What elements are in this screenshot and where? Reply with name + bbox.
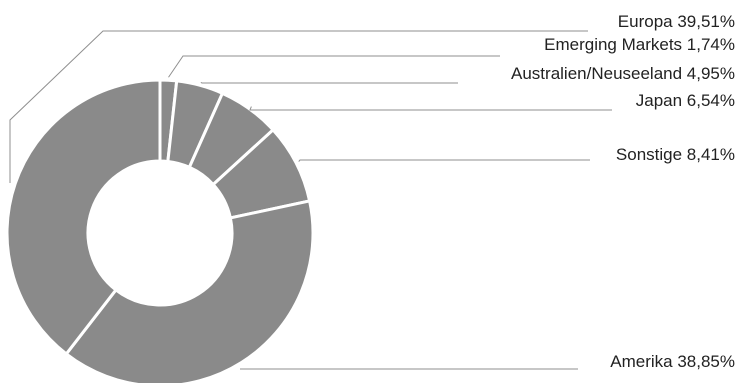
label-amerika: Amerika 38,85% xyxy=(610,352,735,371)
slice-labels: Emerging Markets 1,74% Australien/Neuseel… xyxy=(511,12,735,371)
leader-line-emerging-markets xyxy=(168,55,500,78)
leader-lines xyxy=(9,30,612,370)
leader-line-japan xyxy=(249,106,612,111)
label-japan: Japan 6,54% xyxy=(636,91,735,110)
label-europa: Europa 39,51% xyxy=(618,12,735,31)
leader-line-australien-neuseeland xyxy=(200,81,458,84)
label-sonstige: Sonstige 8,41% xyxy=(616,145,735,164)
label-emerging-markets: Emerging Markets 1,74% xyxy=(544,35,735,54)
slice-amerika xyxy=(64,199,315,388)
donut-slices xyxy=(5,78,315,388)
slice-europa xyxy=(5,78,162,357)
label-australien-neuseeland: Australien/Neuseeland 4,95% xyxy=(511,64,735,83)
leader-line-europa xyxy=(9,30,588,183)
leader-line-sonstige xyxy=(298,159,590,162)
